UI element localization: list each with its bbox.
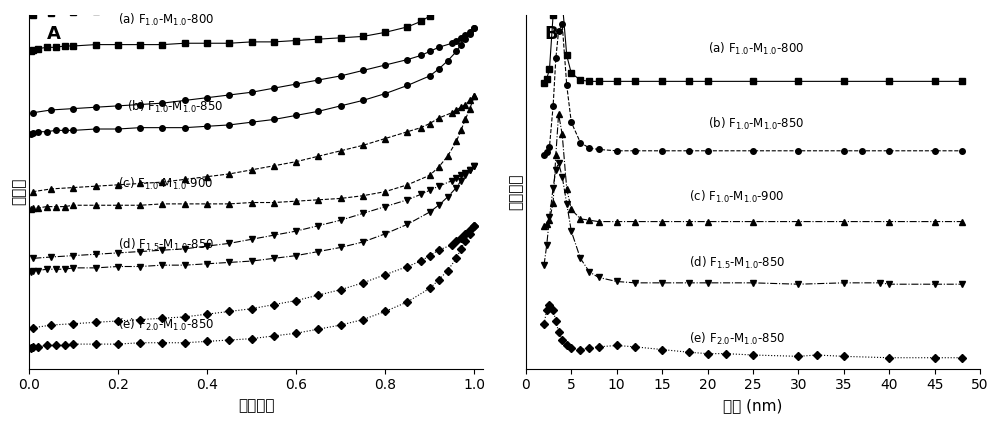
Text: (e) F$_{2.0}$-M$_{1.0}$-850: (e) F$_{2.0}$-M$_{1.0}$-850 (118, 317, 214, 333)
Text: (b) F$_{1.0}$-M$_{1.0}$-850: (b) F$_{1.0}$-M$_{1.0}$-850 (127, 99, 223, 115)
Text: B: B (544, 25, 558, 43)
Text: (d) F$_{1.5}$-M$_{1.0}$-850: (d) F$_{1.5}$-M$_{1.0}$-850 (118, 237, 214, 253)
Text: (d) F$_{1.5}$-M$_{1.0}$-850: (d) F$_{1.5}$-M$_{1.0}$-850 (689, 254, 786, 271)
Text: (a) F$_{1.0}$-M$_{1.0}$-800: (a) F$_{1.0}$-M$_{1.0}$-800 (118, 12, 214, 28)
Text: (c) F$_{1.0}$-M$_{1.0}$-900: (c) F$_{1.0}$-M$_{1.0}$-900 (689, 189, 785, 205)
Text: A: A (47, 25, 61, 43)
Text: (e) F$_{2.0}$-M$_{1.0}$-850: (e) F$_{2.0}$-M$_{1.0}$-850 (689, 331, 786, 347)
Text: (b) F$_{1.0}$-M$_{1.0}$-850: (b) F$_{1.0}$-M$_{1.0}$-850 (708, 116, 804, 132)
Text: (c) F$_{1.0}$-M$_{1.0}$-900: (c) F$_{1.0}$-M$_{1.0}$-900 (118, 176, 213, 192)
Y-axis label: 孔径分布: 孔径分布 (508, 173, 523, 210)
Y-axis label: 吸附量: 吸附量 (11, 178, 26, 205)
Text: (a) F$_{1.0}$-M$_{1.0}$-800: (a) F$_{1.0}$-M$_{1.0}$-800 (708, 41, 804, 57)
X-axis label: 孔径 (nm): 孔径 (nm) (723, 398, 783, 413)
X-axis label: 相对压力: 相对压力 (238, 398, 274, 413)
